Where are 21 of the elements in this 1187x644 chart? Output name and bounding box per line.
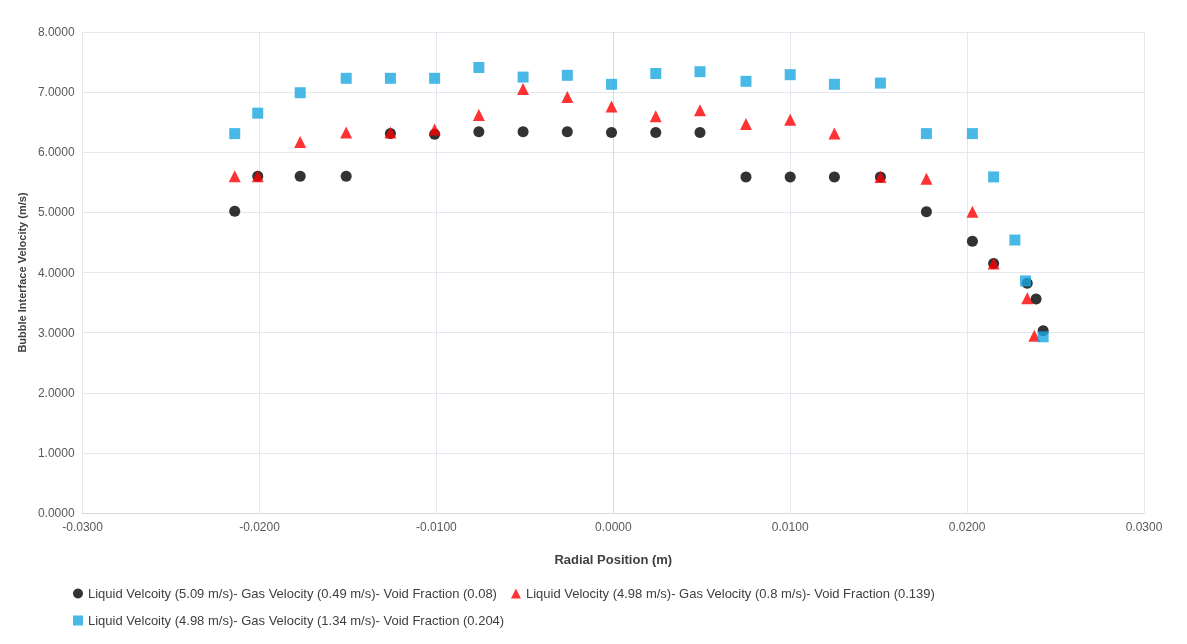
y-tick-label: 3.0000 — [37, 325, 75, 340]
x-tick-label: -0.0200 — [239, 520, 281, 534]
x-axis-title: Radial Position (m) — [554, 552, 673, 567]
y-axis-title: Bubble Interface Velocity (m/s) — [15, 192, 28, 353]
y-tick-label: 2.0000 — [37, 385, 75, 400]
y-tick-label: 7.0000 — [37, 85, 75, 100]
y-tick-label: 6.0000 — [37, 145, 75, 160]
y-tick-label: 5.0000 — [37, 205, 75, 220]
x-tick-label: -0.0300 — [62, 520, 104, 534]
y-tick-label: 0.0000 — [37, 506, 75, 520]
x-tick-label: 0.0300 — [1125, 520, 1163, 534]
legend-label: Liquid Velcoity (4.98 m/s)- Gas Velocity (1.34 m/s)- Void Fraction (0.204) — [88, 613, 505, 628]
x-tick-label: -0.0100 — [416, 520, 458, 534]
y-tick-label: 1.0000 — [37, 445, 75, 460]
legend-label: Liquid Velcoity (5.09 m/s)- Gas Velocity (0.49 m/s)- Void Fraction (0.08) — [88, 586, 497, 601]
y-tick-label: 4.0000 — [37, 265, 75, 280]
x-tick-label: 0.0100 — [771, 520, 809, 534]
legend-label: Liquid Velocity (4.98 m/s)- Gas Velocity (0.8 m/s)- Void Fraction (0.139) — [525, 586, 935, 601]
x-tick-label: 0.0200 — [948, 520, 986, 534]
x-tick-label: 0.0000 — [594, 520, 632, 534]
y-tick-label: 8.0000 — [37, 25, 75, 39]
